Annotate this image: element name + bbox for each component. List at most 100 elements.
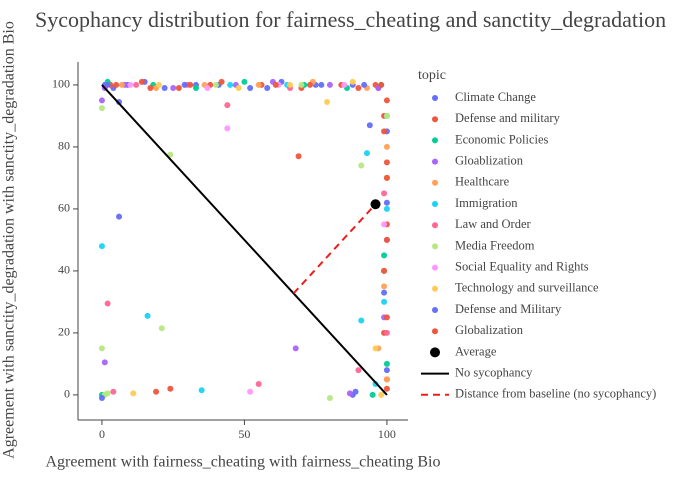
- point: [272, 81, 279, 88]
- legend-label: Climate Change: [455, 90, 536, 104]
- point: [381, 289, 388, 296]
- x-tick-label: 100: [378, 427, 396, 441]
- point: [264, 85, 271, 92]
- legend-marker: [432, 201, 438, 207]
- point: [326, 394, 333, 401]
- point: [383, 385, 390, 392]
- point: [167, 151, 174, 158]
- point: [298, 81, 305, 88]
- legend-marker: [432, 95, 438, 101]
- point: [378, 81, 385, 88]
- point: [181, 81, 188, 88]
- legend-label: Law and Order: [455, 217, 531, 231]
- point: [363, 150, 370, 157]
- point: [224, 102, 231, 109]
- legend-label: Media Freedom: [455, 238, 535, 252]
- point: [383, 314, 390, 321]
- point: [372, 345, 379, 352]
- point: [192, 85, 199, 92]
- line: [101, 84, 388, 396]
- point: [130, 390, 137, 397]
- point: [383, 236, 390, 243]
- point: [118, 81, 125, 88]
- x-tick-label: 50: [238, 427, 250, 441]
- legend-marker: [432, 116, 438, 123]
- legend-title: topic: [418, 68, 446, 83]
- point: [187, 81, 194, 88]
- legend-label: Defense and Military: [455, 302, 562, 316]
- point: [170, 85, 177, 92]
- point: [104, 390, 111, 397]
- chart-title: Sycophancy distribution for fairness_che…: [35, 7, 666, 32]
- legend-marker: [430, 347, 440, 358]
- point: [318, 81, 325, 88]
- point: [369, 391, 376, 398]
- point: [212, 81, 219, 88]
- point: [383, 199, 390, 206]
- point: [381, 190, 388, 197]
- point: [161, 85, 168, 92]
- legend-label: Immigration: [455, 196, 518, 210]
- point: [366, 122, 373, 129]
- legend-label: Gloablization: [455, 153, 524, 167]
- plot-area: [98, 78, 390, 401]
- point: [255, 381, 262, 388]
- legend-marker: [432, 158, 438, 165]
- legend-label: Social Equality and Rights: [455, 259, 589, 273]
- y-tick-label: 60: [58, 201, 70, 215]
- legend-label: Globalization: [455, 323, 524, 337]
- point: [378, 391, 385, 398]
- point: [104, 300, 111, 307]
- legend-marker: [432, 222, 438, 229]
- point: [247, 85, 254, 92]
- point: [98, 345, 105, 352]
- y-tick-label: 100: [52, 77, 70, 91]
- point: [361, 81, 368, 88]
- x-tick-label: 0: [99, 427, 105, 441]
- legend-marker: [432, 328, 438, 335]
- point: [116, 213, 123, 220]
- point: [175, 85, 182, 92]
- point: [224, 125, 231, 132]
- point: [324, 98, 331, 105]
- legend-marker: [432, 243, 438, 250]
- point: [370, 199, 381, 210]
- point: [138, 78, 145, 85]
- y-tick-label: 20: [58, 325, 70, 339]
- x-axis-title: Agreement with fairness_cheating with fa…: [46, 454, 441, 471]
- point: [98, 394, 105, 401]
- point: [247, 388, 254, 395]
- point: [110, 388, 117, 395]
- point: [133, 81, 140, 88]
- point: [287, 81, 294, 88]
- point: [355, 367, 362, 374]
- point: [349, 78, 356, 85]
- legend-label: Economic Policies: [455, 132, 549, 146]
- legend-marker: [432, 137, 438, 144]
- point: [355, 85, 362, 92]
- point: [198, 387, 205, 394]
- point: [153, 388, 160, 395]
- legend-marker: [432, 264, 438, 271]
- point: [98, 105, 105, 112]
- point: [381, 283, 388, 290]
- point: [113, 81, 120, 88]
- point: [381, 298, 388, 305]
- point: [241, 78, 248, 85]
- y-axis-title: Agreement with sanctity_degradation with…: [1, 21, 18, 459]
- legend-label: Average: [455, 344, 497, 358]
- point: [227, 81, 234, 88]
- point: [306, 81, 313, 88]
- point: [104, 81, 111, 88]
- point: [358, 317, 365, 324]
- point: [101, 359, 108, 366]
- point: [98, 243, 105, 250]
- point: [383, 205, 390, 212]
- point: [235, 85, 242, 92]
- point: [341, 81, 348, 88]
- point: [158, 325, 165, 332]
- point: [383, 143, 390, 150]
- point: [295, 153, 302, 160]
- point: [127, 81, 134, 88]
- legend-marker: [432, 307, 438, 313]
